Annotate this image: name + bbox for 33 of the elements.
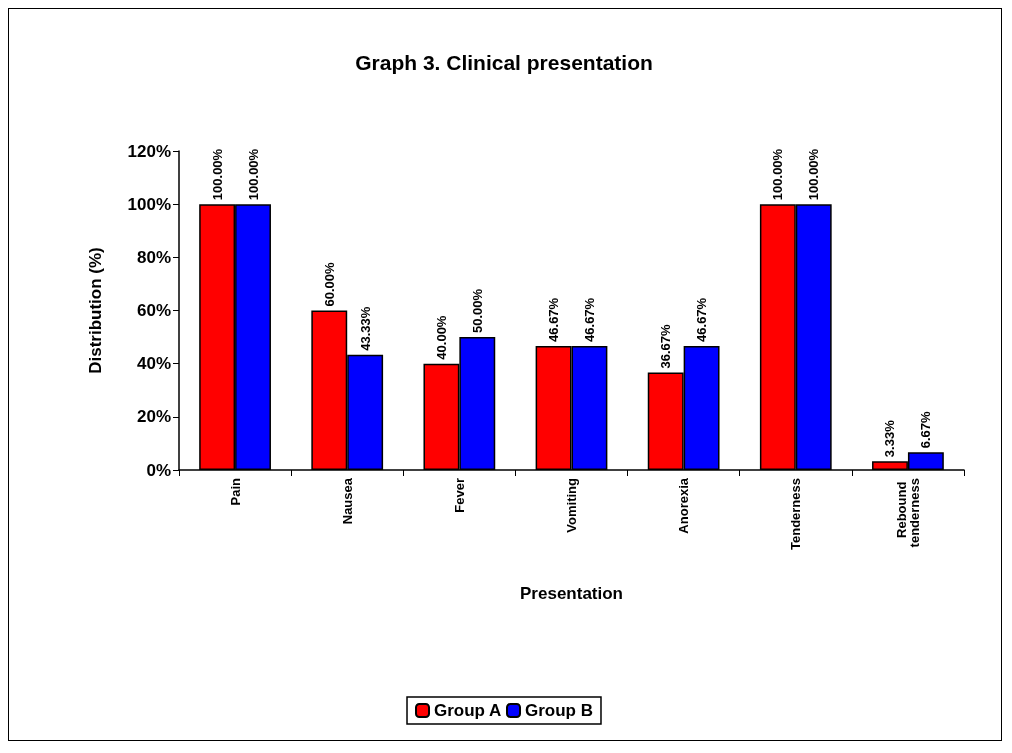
data-label: 46.67% — [694, 297, 710, 342]
data-label: 46.67% — [581, 297, 597, 342]
x-axis-title: Presentation — [520, 584, 623, 603]
x-tick-label: Fever — [451, 478, 467, 513]
data-label: 43.33% — [357, 306, 373, 351]
data-label: 100.00% — [245, 148, 261, 201]
data-label: 6.67% — [918, 410, 934, 449]
data-label: 60.00% — [321, 261, 337, 307]
data-label: 46.67% — [546, 297, 562, 342]
x-tick-label: Anorexia — [676, 477, 692, 534]
x-tick-label: Pain — [227, 477, 243, 506]
data-label: 100.00% — [209, 148, 225, 201]
legend-label: Group A — [434, 701, 502, 720]
x-tick-label: Nausea — [339, 477, 355, 525]
y-tick-label: 0% — [146, 460, 171, 480]
y-tick-label: 80% — [136, 247, 171, 267]
y-tick-label: 40% — [136, 354, 171, 374]
y-tick-label: 120% — [127, 141, 171, 161]
data-label: 3.33% — [882, 419, 898, 458]
y-tick-label: 20% — [136, 407, 171, 427]
data-label: 36.67% — [658, 323, 674, 369]
x-tick-label: Rebound tenderness — [893, 478, 922, 548]
data-label: 100.00% — [806, 148, 822, 201]
chart-title: Graph 3. Clinical presentation — [355, 51, 653, 74]
y-tick-label: 100% — [127, 194, 171, 214]
x-tick-label: Vomiting — [564, 477, 579, 533]
data-label: 100.00% — [770, 148, 786, 201]
data-label: 50.00% — [469, 288, 485, 334]
legend-label: Group B — [525, 701, 593, 720]
y-axis-title: Distribution (%) — [86, 247, 105, 374]
x-tick-label: Tenderness — [788, 478, 804, 551]
data-label: 40.00% — [433, 315, 449, 360]
y-tick-label: 60% — [136, 301, 171, 320]
